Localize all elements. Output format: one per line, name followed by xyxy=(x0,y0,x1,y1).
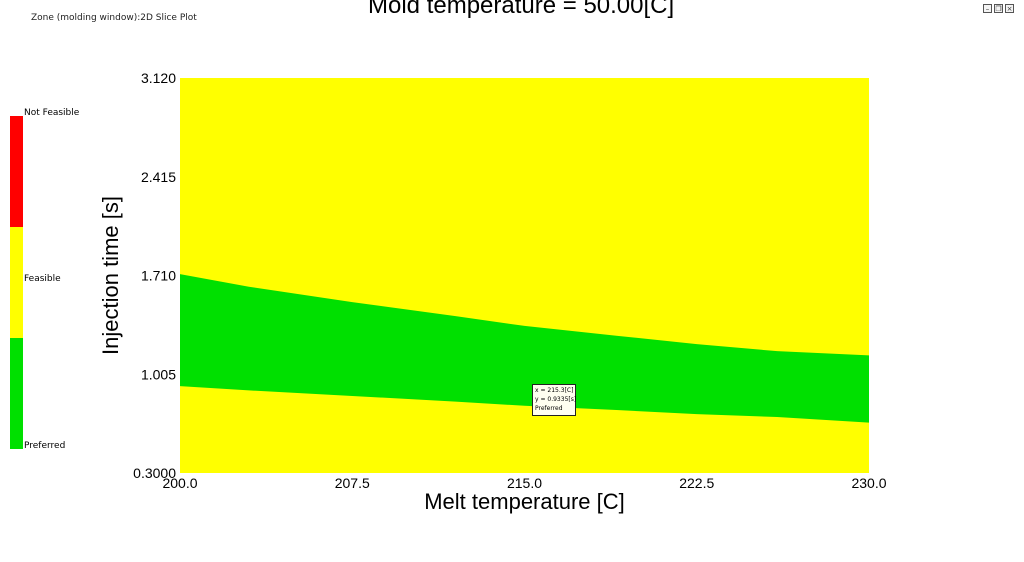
minimize-icon[interactable]: – xyxy=(983,4,992,13)
x-axis-label: Melt temperature [C] xyxy=(424,489,625,514)
window-caption: Zone (molding window):2D Slice Plot xyxy=(31,13,197,23)
x-tick-label: 207.5 xyxy=(335,475,370,491)
legend-feasible-band xyxy=(10,227,23,338)
tooltip-x-value: x = 215.3[C] xyxy=(535,387,574,394)
window-controls: – ❐ × xyxy=(983,4,1014,13)
legend-not-feasible-band xyxy=(10,116,23,227)
y-tick-label: 2.415 xyxy=(141,169,176,185)
tooltip-y-value: y = 0.9335[s] xyxy=(535,396,577,403)
preferred-zone xyxy=(180,274,869,423)
x-tick-label: 230.0 xyxy=(851,475,886,491)
tooltip-zone: Preferred xyxy=(535,405,563,412)
y-tick-label: 0.3000 xyxy=(133,465,176,481)
y-tick-label: 1.710 xyxy=(141,268,176,284)
x-tick-label: 215.0 xyxy=(507,475,542,491)
y-tick-label: 3.120 xyxy=(141,70,176,86)
y-axis-label: Injection time [s] xyxy=(98,196,123,355)
x-tick-label: 200.0 xyxy=(162,475,197,491)
restore-icon[interactable]: ❐ xyxy=(994,4,1003,13)
cursor-tooltip: x = 215.3[C] y = 0.9335[s] Preferred xyxy=(532,384,576,416)
legend-label-feasible: Feasible xyxy=(24,274,61,284)
x-axis-ticks: 200.0 207.5 215.0 222.5 230.0 xyxy=(162,475,886,491)
legend-label-preferred: Preferred xyxy=(24,441,66,451)
y-axis-ticks: 3.120 2.415 1.710 1.005 0.3000 xyxy=(133,70,176,481)
legend-label-not-feasible: Not Feasible xyxy=(24,108,80,118)
close-icon[interactable]: × xyxy=(1005,4,1014,13)
chart-title: Mold temperature = 50.00[C] xyxy=(368,0,675,19)
x-tick-label: 222.5 xyxy=(679,475,714,491)
legend-preferred-band xyxy=(10,338,23,449)
y-tick-label: 1.005 xyxy=(141,366,176,382)
